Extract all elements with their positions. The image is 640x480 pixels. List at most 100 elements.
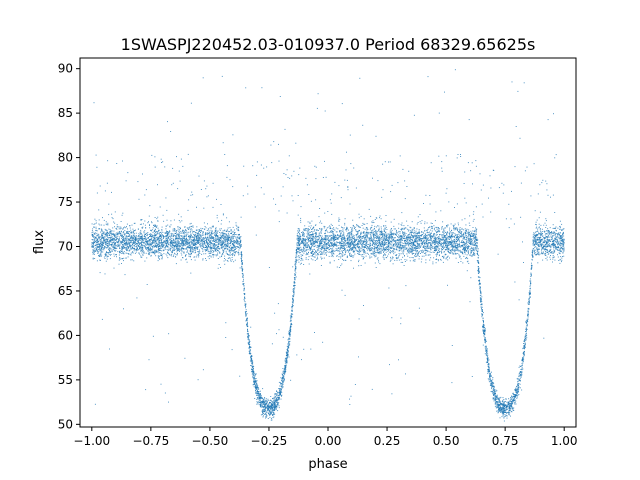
data-point (515, 392, 517, 393)
data-point (460, 233, 462, 235)
data-point (380, 247, 382, 249)
data-point (256, 392, 258, 394)
data-point (459, 256, 461, 258)
data-point (451, 229, 452, 231)
data-point (402, 231, 404, 233)
data-point (398, 255, 400, 257)
data-point (432, 239, 434, 241)
data-point (349, 245, 351, 247)
data-point (347, 242, 349, 244)
data-point (105, 254, 106, 256)
data-point (192, 232, 194, 234)
data-point (162, 250, 164, 252)
data-point (231, 255, 233, 257)
data-point (144, 236, 146, 238)
data-point (236, 246, 238, 248)
data-point (557, 241, 559, 243)
data-point (449, 231, 451, 233)
data-point (434, 233, 436, 234)
data-point (193, 249, 194, 251)
data-point (230, 249, 232, 251)
data-point (416, 246, 418, 248)
data-point (217, 240, 219, 242)
data-point (439, 244, 441, 246)
data-point (469, 254, 471, 256)
data-point (96, 230, 98, 232)
data-point (257, 403, 259, 405)
data-point (288, 346, 290, 348)
data-point (233, 250, 235, 252)
data-point (235, 248, 236, 250)
data-point (374, 251, 376, 252)
data-point (132, 230, 134, 232)
data-point (478, 271, 480, 273)
data-point (485, 338, 486, 340)
data-point (115, 247, 117, 249)
data-point (371, 240, 373, 242)
data-point (427, 239, 428, 241)
data-point (308, 240, 310, 242)
data-point (240, 252, 242, 254)
data-point (521, 362, 523, 364)
data-point (174, 242, 176, 244)
data-point (482, 312, 484, 314)
data-point (143, 231, 145, 233)
data-point (458, 236, 459, 238)
data-point (457, 243, 459, 245)
data-point (95, 250, 97, 252)
data-point (557, 254, 558, 256)
data-point (471, 243, 473, 245)
data-point (360, 254, 362, 256)
data-point (101, 250, 103, 252)
data-point (463, 255, 465, 257)
data-point (423, 241, 424, 243)
data-point (247, 338, 249, 340)
data-point (456, 240, 457, 242)
data-point (121, 241, 123, 243)
data-point (420, 253, 421, 254)
data-point (188, 231, 190, 233)
data-point (414, 239, 416, 241)
data-point (181, 242, 183, 244)
data-point (429, 231, 430, 233)
data-point (335, 231, 337, 233)
data-point (249, 352, 251, 354)
data-point (397, 239, 399, 240)
data-point (344, 238, 346, 240)
data-point (168, 237, 170, 239)
data-point (454, 243, 456, 245)
data-point (332, 235, 334, 237)
data-point (104, 247, 106, 249)
data-point (315, 224, 317, 226)
data-point (382, 233, 383, 235)
data-point (274, 396, 276, 398)
data-point (299, 236, 300, 238)
data-point (393, 249, 395, 251)
data-point (105, 252, 107, 254)
data-point (107, 244, 109, 246)
data-point (487, 354, 489, 356)
data-point (537, 249, 539, 251)
data-point (231, 244, 233, 246)
data-point (478, 273, 480, 274)
data-point (202, 241, 204, 242)
data-point (332, 244, 334, 246)
data-point (198, 241, 200, 243)
data-point (241, 262, 243, 264)
data-point (292, 290, 294, 292)
data-point (436, 247, 438, 249)
data-point (416, 238, 418, 240)
data-point (405, 244, 407, 246)
data-point (405, 233, 407, 234)
data-point (319, 244, 321, 246)
data-point (220, 237, 222, 239)
data-point (183, 236, 185, 238)
data-point (383, 228, 385, 230)
data-point (306, 230, 308, 232)
data-point (102, 247, 103, 249)
data-point (349, 237, 351, 239)
data-point (236, 239, 237, 241)
data-point (114, 233, 116, 235)
data-point (180, 239, 181, 241)
data-point (463, 229, 465, 231)
